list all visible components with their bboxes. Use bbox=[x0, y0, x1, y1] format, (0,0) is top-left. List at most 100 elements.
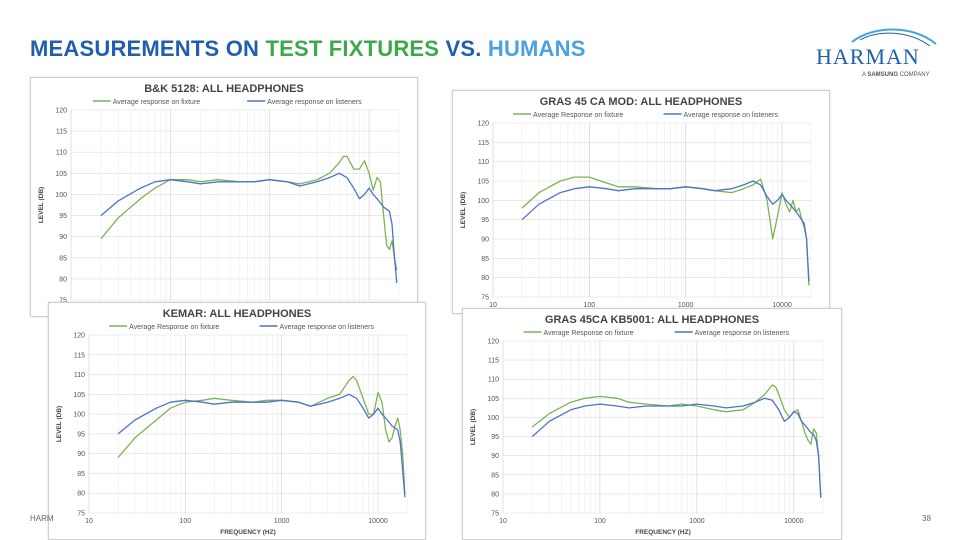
chart-panel-kemar: KEMAR: ALL HEADPHONES Average Response on… bbox=[48, 302, 426, 540]
x-tick-label: 100 bbox=[179, 518, 191, 525]
y-tick-label: 90 bbox=[59, 234, 67, 241]
x-tick-label: 10000 bbox=[368, 518, 388, 525]
title-part-fixtures: TEST FIXTURES bbox=[265, 36, 440, 61]
y-axis-label: LEVEL (DB) bbox=[56, 406, 63, 442]
y-axis-label: LEVEL (DB) bbox=[470, 409, 477, 445]
x-axis-label: FREQUENCY (HZ) bbox=[635, 529, 691, 536]
chart-legend: Average Response on fixture Average respo… bbox=[523, 330, 790, 337]
y-tick-label: 105 bbox=[55, 171, 67, 178]
title-part-humans: HUMANS bbox=[487, 36, 586, 61]
series-line-fixture bbox=[100, 155, 398, 271]
series-line-fixture bbox=[521, 176, 810, 286]
chart-gras45ca-mod: GRAS 45 CA MOD: ALL HEADPHONES Average Re… bbox=[460, 96, 812, 309]
slide-title: MEASUREMENTS ON TEST FIXTURES VS. HUMANS bbox=[30, 36, 586, 62]
y-tick-label: 120 bbox=[487, 339, 499, 346]
y-tick-label: 90 bbox=[491, 453, 499, 460]
y-tick-label: 105 bbox=[477, 179, 489, 186]
x-tick-label: 10 bbox=[85, 518, 93, 525]
y-tick-label: 85 bbox=[59, 255, 67, 262]
chart-title: GRAS 45CA KB5001: ALL HEADPHONES bbox=[545, 314, 759, 326]
y-tick-label: 100 bbox=[55, 192, 67, 199]
y-tick-label: 95 bbox=[481, 217, 489, 224]
y-tick-label: 80 bbox=[77, 491, 85, 498]
x-tick-label: 10 bbox=[489, 302, 497, 309]
legend-label: Average response on listeners bbox=[684, 112, 779, 119]
chart-legend: Average Response on fixture Average respo… bbox=[109, 324, 374, 331]
harman-logo: HARMAN A SAMSUNG COMPANY bbox=[816, 28, 937, 78]
series-line-fixture bbox=[531, 384, 822, 498]
logo-swoosh bbox=[851, 28, 937, 45]
y-tick-label: 115 bbox=[478, 140, 489, 147]
y-tick-label: 120 bbox=[73, 333, 85, 340]
page-number: 38 bbox=[922, 514, 931, 523]
x-axis-label: FREQUENCY (HZ) bbox=[220, 529, 276, 536]
footer-text: HARM bbox=[30, 514, 54, 523]
y-tick-label: 100 bbox=[487, 415, 499, 422]
logo-wordmark: HARMAN bbox=[816, 44, 920, 69]
y-tick-label: 85 bbox=[481, 256, 489, 263]
y-tick-label: 110 bbox=[478, 159, 489, 166]
title-part-vs: VS. bbox=[439, 36, 488, 61]
x-tick-label: 100 bbox=[594, 518, 606, 525]
y-tick-label: 90 bbox=[77, 451, 85, 458]
y-tick-label: 115 bbox=[488, 358, 499, 365]
y-tick-label: 100 bbox=[73, 412, 85, 419]
chart-legend: Average response on fixture Average respo… bbox=[92, 99, 362, 106]
legend-label: Average Response on fixture bbox=[543, 330, 633, 337]
y-tick-label: 110 bbox=[488, 377, 499, 384]
y-tick-label: 105 bbox=[73, 392, 85, 399]
y-tick-label: 85 bbox=[77, 471, 85, 478]
y-tick-label: 90 bbox=[481, 237, 489, 244]
chart-panel-gras45ca-kb5001: GRAS 45CA KB5001: ALL HEADPHONES Average … bbox=[462, 308, 842, 540]
x-tick-label: 1000 bbox=[689, 518, 705, 525]
legend-label: Average response on listeners bbox=[267, 99, 362, 106]
x-tick-label: 1000 bbox=[274, 518, 290, 525]
y-tick-label: 85 bbox=[491, 472, 499, 479]
y-axis-label: LEVEL (DB) bbox=[38, 187, 45, 223]
y-tick-label: 100 bbox=[477, 198, 489, 205]
chart-bk5128: B&K 5128: ALL HEADPHONES Average response… bbox=[38, 83, 400, 312]
title-part-measurements: MEASUREMENTS ON bbox=[30, 36, 266, 61]
chart-title: B&K 5128: ALL HEADPHONES bbox=[144, 83, 304, 95]
y-tick-label: 110 bbox=[74, 372, 85, 379]
y-tick-label: 115 bbox=[56, 129, 67, 136]
y-tick-label: 95 bbox=[77, 431, 85, 438]
series-line-listeners bbox=[117, 393, 406, 498]
y-tick-label: 95 bbox=[59, 213, 67, 220]
y-axis-label: LEVEL (DB) bbox=[460, 192, 467, 228]
y-tick-label: 120 bbox=[55, 108, 67, 115]
x-tick-label: 10 bbox=[499, 518, 507, 525]
legend-label: Average Response on fixture bbox=[129, 324, 219, 331]
chart-title: KEMAR: ALL HEADPHONES bbox=[163, 308, 312, 320]
y-tick-label: 75 bbox=[77, 511, 85, 518]
chart-kemar: KEMAR: ALL HEADPHONES Average Response on… bbox=[56, 308, 408, 536]
logo-subtext: A SAMSUNG COMPANY bbox=[862, 72, 930, 78]
legend-label: Average response on fixture bbox=[113, 99, 201, 106]
y-tick-label: 80 bbox=[59, 276, 67, 283]
chart-legend: Average Response on fixture Average respo… bbox=[513, 112, 778, 119]
chart-panel-gras45ca-mod: GRAS 45 CA MOD: ALL HEADPHONES Average Re… bbox=[452, 90, 830, 314]
series-line-listeners bbox=[100, 172, 398, 284]
series-line-listeners bbox=[521, 180, 810, 282]
legend-label: Average Response on fixture bbox=[533, 112, 623, 119]
y-tick-label: 75 bbox=[59, 298, 67, 305]
x-tick-label: 1000 bbox=[678, 302, 694, 309]
legend-label: Average response on listeners bbox=[280, 324, 375, 331]
y-tick-label: 120 bbox=[477, 121, 489, 128]
y-tick-label: 80 bbox=[491, 491, 499, 498]
y-tick-label: 105 bbox=[487, 396, 499, 403]
chart-title: GRAS 45 CA MOD: ALL HEADPHONES bbox=[540, 96, 743, 108]
chart-panel-bk5128: B&K 5128: ALL HEADPHONES Average response… bbox=[30, 77, 418, 317]
series-line-listeners bbox=[531, 397, 822, 498]
x-tick-label: 10000 bbox=[772, 302, 792, 309]
x-tick-label: 100 bbox=[583, 302, 595, 309]
y-tick-label: 110 bbox=[56, 150, 67, 157]
y-tick-label: 75 bbox=[481, 295, 489, 302]
x-tick-label: 10000 bbox=[784, 518, 804, 525]
y-tick-label: 80 bbox=[481, 275, 489, 282]
y-tick-label: 95 bbox=[491, 434, 499, 441]
series-line-fixture bbox=[117, 375, 406, 494]
y-tick-label: 75 bbox=[491, 511, 499, 518]
chart-gras45ca-kb5001: GRAS 45CA KB5001: ALL HEADPHONES Average … bbox=[470, 314, 824, 536]
y-tick-label: 115 bbox=[74, 352, 85, 359]
